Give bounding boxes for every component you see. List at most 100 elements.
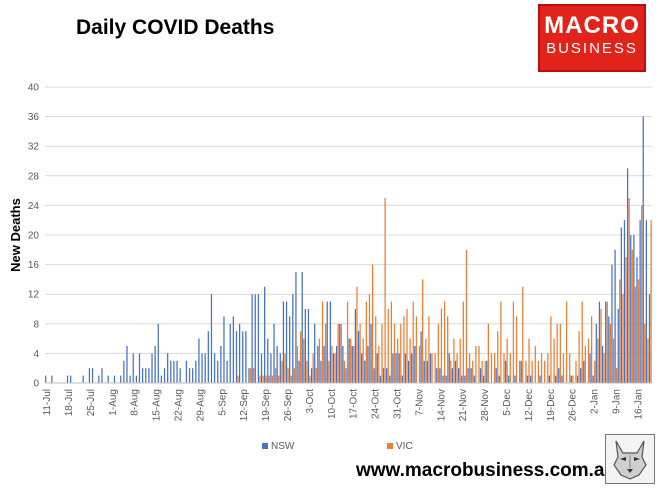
bar-vic	[443, 301, 446, 383]
legend: NSW VIC	[262, 441, 413, 452]
bar-nsw	[364, 360, 366, 383]
bar-nsw	[623, 220, 626, 383]
bar-nsw	[138, 353, 141, 383]
bar-vic	[418, 346, 421, 383]
bar-vic	[359, 323, 361, 383]
bar-nsw	[479, 368, 482, 383]
bar-nsw	[292, 294, 294, 383]
bar-vic	[365, 301, 367, 383]
bar-vic	[428, 316, 430, 383]
bar-nsw	[98, 375, 100, 383]
x-tick-label: 24-Oct	[371, 389, 382, 419]
y-tick-label: 40	[28, 83, 40, 94]
bar-nsw	[570, 375, 572, 383]
bar-nsw	[580, 368, 582, 383]
bar-nsw	[229, 323, 231, 383]
bar-nsw	[185, 360, 188, 383]
bar-nsw	[107, 375, 109, 383]
bar-vic	[309, 375, 311, 383]
bar-vic	[625, 257, 627, 383]
bar-vic	[281, 360, 283, 383]
bar-vic	[634, 286, 637, 383]
bar-vic	[447, 316, 449, 383]
bar-nsw	[426, 360, 428, 383]
bar-nsw	[220, 346, 222, 383]
bar-nsw	[376, 353, 378, 383]
bar-nsw	[217, 360, 219, 383]
bar-nsw	[411, 353, 413, 383]
bar-nsw	[467, 368, 469, 383]
legend-label-nsw: NSW	[271, 441, 295, 452]
bar-vic	[384, 198, 386, 383]
bar-nsw	[295, 272, 297, 383]
bar-nsw	[70, 375, 72, 383]
y-tick-labels: 0 4 8 12 16 20 24 28 32 36 40	[28, 83, 40, 390]
bar-nsw	[576, 375, 579, 383]
bar-nsw	[648, 294, 651, 383]
bar-vic	[415, 316, 418, 383]
legend-swatch-vic	[387, 443, 393, 449]
x-tick-label: 12-Dec	[524, 389, 535, 421]
bar-nsw	[498, 375, 500, 383]
bar-nsw	[163, 368, 166, 383]
bar-nsw	[317, 346, 319, 383]
bar-nsw	[167, 353, 169, 383]
bar-nsw	[392, 353, 394, 383]
bar-nsw	[314, 323, 316, 383]
bar-nsw	[436, 368, 438, 383]
bar-nsw	[135, 375, 137, 383]
bar-nsw	[514, 375, 516, 383]
bar-nsw	[386, 368, 388, 383]
y-tick-label: 20	[28, 231, 40, 242]
bar-nsw	[145, 368, 147, 383]
bar-nsw	[373, 368, 375, 383]
y-tick-label: 0	[33, 379, 39, 390]
x-tick-label: 26-Dec	[568, 389, 579, 421]
bar-vic	[637, 279, 640, 383]
bar-nsw	[232, 316, 234, 383]
bar-nsw	[583, 360, 585, 383]
x-tick-label: 10-Oct	[327, 389, 338, 419]
bar-nsw	[207, 331, 209, 383]
bar-vic	[493, 353, 496, 383]
bar-nsw	[495, 368, 497, 383]
bar-nsw	[486, 360, 488, 383]
bar-nsw	[154, 346, 156, 383]
bar-nsw	[332, 353, 335, 383]
bar-nsw	[245, 331, 247, 383]
y-tick-label: 24	[28, 201, 40, 212]
bar-vic	[412, 301, 414, 383]
y-tick-label: 4	[33, 349, 39, 360]
bar-nsw	[248, 368, 250, 383]
bar-nsw	[264, 286, 266, 383]
bar-vic	[594, 360, 596, 383]
bar-vic	[575, 360, 577, 383]
bar-vic	[378, 346, 380, 383]
bar-nsw	[91, 368, 94, 383]
bar-vic	[328, 360, 330, 383]
macrobusiness-logo: MACRO BUSINESS	[538, 4, 646, 72]
bar-vic	[475, 346, 477, 383]
bar-vic	[606, 301, 608, 383]
x-tick-label: 18-Jul	[64, 389, 75, 416]
bar-vic	[337, 323, 339, 383]
bar-vic	[581, 301, 583, 383]
bar-vic	[400, 323, 402, 383]
bar-nsw	[254, 294, 256, 383]
y-tick-label: 12	[28, 290, 40, 301]
bar-vic	[321, 301, 324, 383]
bar-nsw	[439, 368, 441, 383]
bar-nsw	[120, 375, 122, 383]
x-tick-label: 29-Aug	[195, 389, 206, 421]
bar-nsw	[414, 346, 416, 383]
x-tick-label: 26-Sep	[283, 389, 294, 422]
logo-line-business: BUSINESS	[546, 40, 638, 57]
bar-nsw	[483, 375, 485, 383]
logo-line-macro: MACRO	[544, 12, 640, 39]
bar-vic	[497, 331, 499, 383]
bar-nsw	[198, 338, 200, 383]
bar-nsw	[630, 235, 632, 383]
bar-vic	[481, 360, 483, 383]
bar-vic	[271, 375, 274, 383]
bar-nsw	[160, 375, 163, 383]
